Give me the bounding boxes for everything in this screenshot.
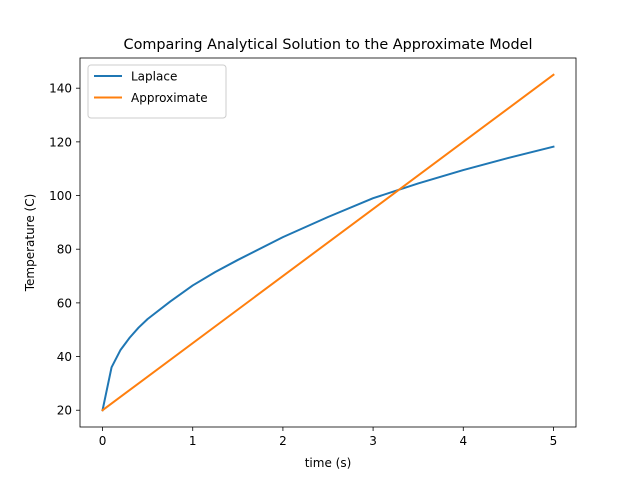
- x-tick-label: 5: [550, 434, 558, 448]
- y-tick-label: 140: [49, 82, 72, 96]
- y-tick-label: 20: [57, 404, 72, 418]
- legend-box: [87, 64, 227, 119]
- x-tick-label: 1: [189, 434, 197, 448]
- y-tick-label: 40: [57, 350, 72, 364]
- x-tick-label: 4: [459, 434, 467, 448]
- y-axis-label: Temperature (C): [23, 194, 37, 293]
- chart-title: Comparing Analytical Solution to the App…: [124, 37, 533, 53]
- y-tick-label: 100: [49, 189, 72, 203]
- series-line-laplace: [101, 145, 555, 412]
- y-tick-label: 120: [49, 135, 72, 149]
- x-tick-label: 0: [99, 434, 107, 448]
- x-tick-label: 3: [369, 434, 377, 448]
- plot-area: [101, 73, 555, 412]
- series-line-approximate: [101, 73, 555, 412]
- legend-label-approximate: Approximate: [131, 91, 208, 105]
- axes-frame: [79, 57, 577, 428]
- x-tick-label: 2: [279, 434, 287, 448]
- y-tick-label: 60: [57, 296, 72, 310]
- y-tick-label: 80: [57, 243, 72, 257]
- x-axis-label: time (s): [305, 456, 352, 470]
- legend-label-laplace: Laplace: [131, 70, 177, 84]
- axis-ticks: 0 1 2 3 4 5 20 40 60 80 100 120 140: [49, 82, 557, 448]
- legend: Laplace Approximate: [87, 64, 227, 119]
